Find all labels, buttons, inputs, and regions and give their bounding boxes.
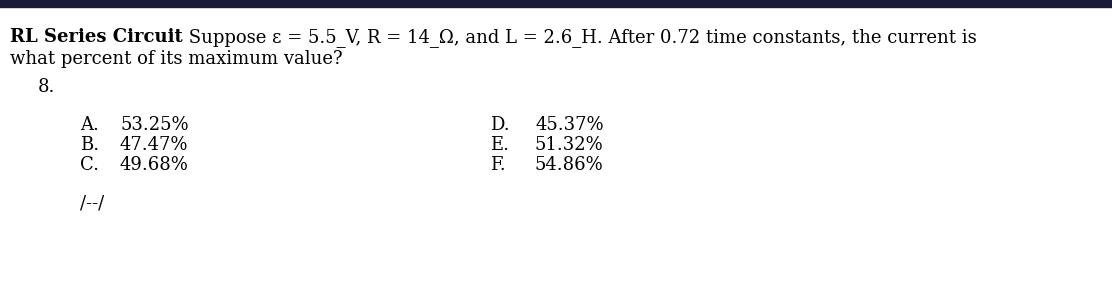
Text: 8.: 8.	[38, 78, 56, 96]
Text: RL Series Circuit: RL Series Circuit	[10, 28, 182, 46]
Text: D.: D.	[490, 116, 509, 134]
Text: 51.32%: 51.32%	[535, 136, 604, 154]
Text: 45.37%: 45.37%	[535, 116, 604, 134]
Text: /--/: /--/	[80, 194, 105, 212]
Text: 49.68%: 49.68%	[120, 156, 189, 174]
Text: B.: B.	[80, 136, 99, 154]
Text: Suppose ε = 5.5_V, R = 14_Ω, and L = 2.6_H. After 0.72 time constants, the curre: Suppose ε = 5.5_V, R = 14_Ω, and L = 2.6…	[182, 28, 976, 47]
Text: E.: E.	[490, 136, 509, 154]
Text: 47.47%: 47.47%	[120, 136, 189, 154]
Text: F.: F.	[490, 156, 506, 174]
Text: what percent of its maximum value?: what percent of its maximum value?	[10, 50, 342, 68]
Text: 53.25%: 53.25%	[120, 116, 189, 134]
Text: A.: A.	[80, 116, 99, 134]
Text: C.: C.	[80, 156, 99, 174]
Text: 54.86%: 54.86%	[535, 156, 604, 174]
